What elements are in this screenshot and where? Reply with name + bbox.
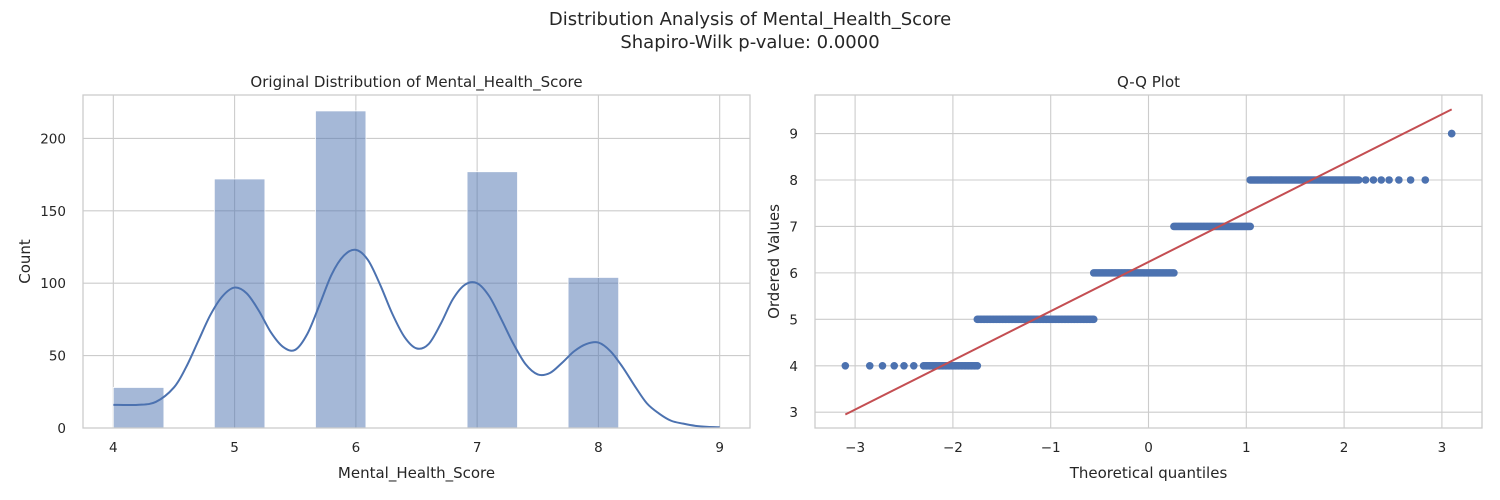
- histogram-title: Original Distribution of Mental_Health_S…: [250, 73, 582, 92]
- figure-title-line-1: Distribution Analysis of Mental_Health_S…: [549, 9, 951, 30]
- histogram-x-tick-label: 6: [352, 440, 361, 456]
- qq-y-tick-label: 4: [789, 359, 798, 375]
- qq-point: [878, 361, 887, 370]
- qq-x-tick-label: 2: [1340, 440, 1349, 456]
- qq-plot-title: Q-Q Plot: [1117, 73, 1180, 91]
- qq-y-tick-label: 7: [789, 219, 798, 235]
- histogram-y-tick-label: 0: [57, 421, 66, 437]
- qq-point: [973, 361, 982, 370]
- histogram-x-tick-label: 5: [230, 440, 239, 456]
- qq-x-tick-label: −1: [1041, 440, 1061, 456]
- figure-title-line-2: Shapiro-Wilk p-value: 0.0000: [620, 32, 879, 53]
- qq-point: [900, 361, 908, 370]
- histogram-panel: Original Distribution of Mental_Health_S…: [16, 73, 751, 483]
- qq-y-label: Ordered Values: [765, 204, 783, 319]
- histogram-bar: [567, 277, 620, 429]
- histogram-x-tick-label: 7: [473, 440, 482, 456]
- histogram-x-label: Mental_Health_Score: [338, 464, 495, 483]
- qq-points: [841, 129, 1456, 370]
- qq-point: [1385, 176, 1393, 184]
- histogram-y-ticks: 0 50 100 150 200: [40, 131, 66, 437]
- qq-point: [1246, 222, 1255, 231]
- qq-point: [909, 361, 918, 370]
- qq-point: [1369, 176, 1378, 184]
- qq-x-ticks: −3 −2 −1 0 1 2 3: [845, 440, 1446, 456]
- qq-frame: [814, 94, 1483, 429]
- qq-point: [865, 361, 874, 370]
- histogram-x-tick-label: 8: [594, 440, 603, 456]
- histogram-grid: [83, 95, 750, 429]
- qq-point: [841, 361, 850, 370]
- qq-y-ticks: 3 4 5 6 7 8 9: [789, 127, 798, 422]
- qq-point: [1395, 176, 1403, 184]
- qq-point: [1089, 315, 1098, 324]
- histogram-bar: [112, 387, 165, 429]
- qq-point: [1406, 176, 1415, 184]
- qq-x-tick-label: −3: [845, 440, 865, 456]
- qq-point: [890, 361, 899, 370]
- histogram-bar: [213, 178, 266, 429]
- qq-x-label: Theoretical quantiles: [1069, 464, 1228, 482]
- histogram-y-tick-label: 200: [40, 131, 66, 147]
- histogram-x-tick-label: 9: [715, 440, 724, 456]
- qq-fit-line: [844, 108, 1453, 416]
- histogram-bar: [315, 110, 367, 429]
- qq-point: [1361, 176, 1370, 184]
- qq-x-tick-label: 0: [1144, 440, 1153, 456]
- histogram-x-ticks: 4 5 6 7 8 9: [109, 440, 724, 456]
- qq-point: [1421, 176, 1430, 184]
- histogram-y-tick-label: 50: [49, 349, 66, 365]
- qq-point: [1354, 176, 1363, 184]
- kde-curve: [113, 248, 720, 429]
- qq-y-tick-label: 8: [789, 173, 798, 189]
- histogram-bars: [112, 110, 620, 429]
- qq-plot-panel: Q-Q Plot −3 −2 −1 0 1 2 3 3 4 5 6 7 8 9 Theoretical …: [765, 73, 1483, 482]
- qq-point: [1377, 176, 1386, 184]
- qq-point: [1447, 129, 1456, 138]
- qq-y-tick-label: 9: [789, 127, 798, 143]
- qq-point: [1170, 269, 1178, 277]
- histogram-x-tick-label: 4: [109, 440, 118, 456]
- qq-x-tick-label: 3: [1438, 440, 1447, 456]
- qq-x-tick-label: 1: [1242, 440, 1251, 456]
- histogram-frame: [82, 94, 751, 429]
- histogram-y-label: Count: [16, 239, 34, 284]
- histogram-y-tick-label: 100: [40, 276, 66, 292]
- qq-y-tick-label: 5: [789, 312, 798, 328]
- qq-y-tick-label: 6: [789, 266, 798, 282]
- histogram-y-tick-label: 150: [40, 204, 66, 220]
- qq-x-tick-label: −2: [943, 440, 963, 456]
- qq-y-tick-label: 3: [789, 405, 798, 421]
